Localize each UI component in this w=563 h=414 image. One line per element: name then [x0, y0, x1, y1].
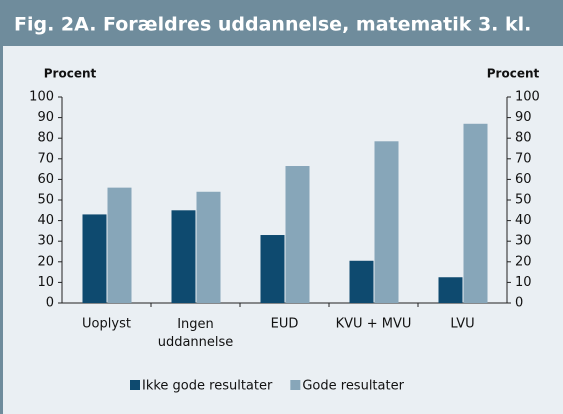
panel-border [0, 0, 3, 414]
bar [196, 191, 221, 303]
title-banner [0, 0, 563, 46]
bar [260, 235, 285, 303]
y-tick-label: 90 [37, 110, 54, 125]
x-tick-label: Ingen uddannelse [158, 317, 234, 350]
x-tick-label-line: uddannelse [158, 335, 234, 350]
y2-tick-label: 100 [515, 90, 540, 105]
x-tick-label: EUD [271, 317, 299, 332]
x-tick-label: KVU + MVU [336, 317, 412, 332]
legend-label: Gode resultater [302, 379, 404, 394]
legend-swatch [130, 380, 140, 390]
y-tick-label: 100 [29, 90, 54, 105]
y-tick-label: 70 [37, 151, 54, 166]
legend-swatch [290, 380, 301, 390]
y-tick-label: 20 [37, 254, 54, 269]
y2-tick-label: 70 [515, 151, 532, 166]
y2-tick-label: 90 [515, 110, 532, 125]
y2-tick-label: 50 [515, 193, 532, 208]
y-tick-label: 30 [37, 234, 54, 249]
bar [107, 187, 132, 303]
y-tick-label: 60 [37, 172, 54, 187]
y2-tick-label: 40 [515, 213, 532, 228]
y2-tick-label: 60 [515, 172, 532, 187]
chart-title: Fig. 2A. Forældres uddannelse, matematik… [14, 14, 531, 36]
x-tick-label: Uoplyst [82, 317, 131, 332]
y2-tick-label: 0 [515, 296, 523, 311]
y-tick-label: 40 [37, 213, 54, 228]
y-tick-label: 10 [37, 275, 54, 290]
y2-tick-label: 20 [515, 254, 532, 269]
y-tick-label: 0 [46, 296, 54, 311]
y-tick-label: 50 [37, 193, 54, 208]
y2-tick-label: 30 [515, 234, 532, 249]
bar [438, 277, 463, 303]
bar [82, 214, 107, 303]
bar [463, 123, 488, 303]
y2-tick-label: 80 [515, 131, 532, 146]
bar [171, 210, 196, 303]
legend-label: Ikke gode resultater [142, 379, 273, 394]
y-tick-label: 80 [37, 131, 54, 146]
bar [374, 141, 399, 303]
y2-axis-label: Procent [487, 67, 540, 81]
x-tick-label-line: Ingen [177, 317, 214, 332]
bar [285, 166, 310, 303]
bar [349, 260, 374, 303]
x-tick-label: LVU [450, 317, 474, 332]
y-axis-label: Procent [44, 67, 97, 81]
y2-tick-label: 10 [515, 275, 532, 290]
